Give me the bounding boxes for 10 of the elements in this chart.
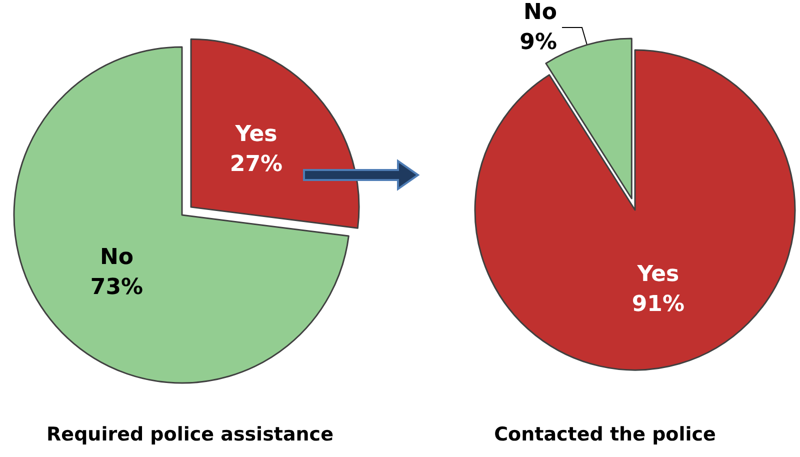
- text: Required police assistance: [46, 424, 334, 446]
- slice-label: Yes: [234, 122, 278, 148]
- data-label: 27%: [230, 152, 283, 178]
- data-label: 91%: [632, 292, 684, 318]
- slice-label: No: [523, 0, 557, 26]
- text: Contacted the police: [494, 424, 716, 446]
- slice-label: No: [100, 245, 134, 270]
- slice-label: Yes: [636, 262, 680, 288]
- data-label: 9%: [520, 30, 557, 56]
- data-label: 73%: [90, 275, 144, 300]
